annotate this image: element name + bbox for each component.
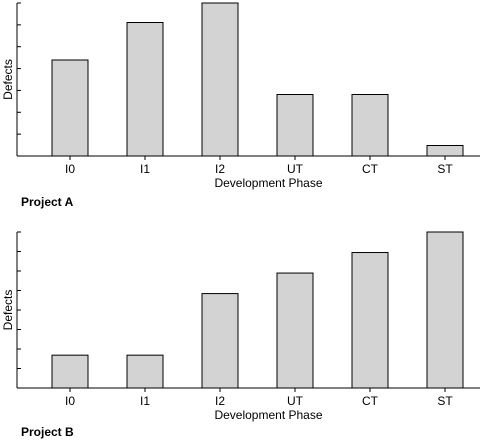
x-tick-label: CT [362, 162, 379, 176]
bar-ut [276, 272, 314, 389]
chart-project-b: I0 I1 I2 UT CT ST Development Phase Defects [1, 231, 480, 422]
x-tick-label: I0 [65, 394, 75, 408]
x-tick-label: CT [362, 394, 379, 408]
x-axis-label: Development Phase [214, 176, 322, 190]
x-tick-label: UT [287, 162, 304, 176]
bar-i0 [51, 59, 89, 157]
chart-project-a: I0 I1 I2 UT CT ST Development Phase Defects [1, 2, 480, 190]
x-tick-label: I1 [140, 394, 150, 408]
y-axis-label: Defects [1, 59, 15, 100]
y-axis-label: Defects [1, 290, 15, 331]
bar-st [426, 231, 464, 389]
bar-ct [351, 94, 389, 157]
project-b-label: Project B [21, 425, 74, 439]
bar-ut [276, 94, 314, 157]
bar-i2 [201, 293, 239, 389]
x-axis-label: Development Phase [214, 408, 322, 422]
bar-ct [351, 252, 389, 389]
bar-i2 [201, 2, 239, 157]
x-tick-label: ST [437, 394, 453, 408]
x-tick-label: I0 [65, 162, 75, 176]
x-tick-label: I2 [215, 162, 225, 176]
x-tick-label: I1 [140, 162, 150, 176]
x-tick-label: I2 [215, 394, 225, 408]
bar-i1 [126, 354, 164, 389]
project-a-label: Project A [21, 195, 74, 209]
bar-st [426, 145, 464, 157]
bar-i1 [126, 22, 164, 157]
x-tick-label: UT [287, 394, 304, 408]
bar-i0 [51, 354, 89, 389]
x-tick-label: ST [437, 162, 453, 176]
